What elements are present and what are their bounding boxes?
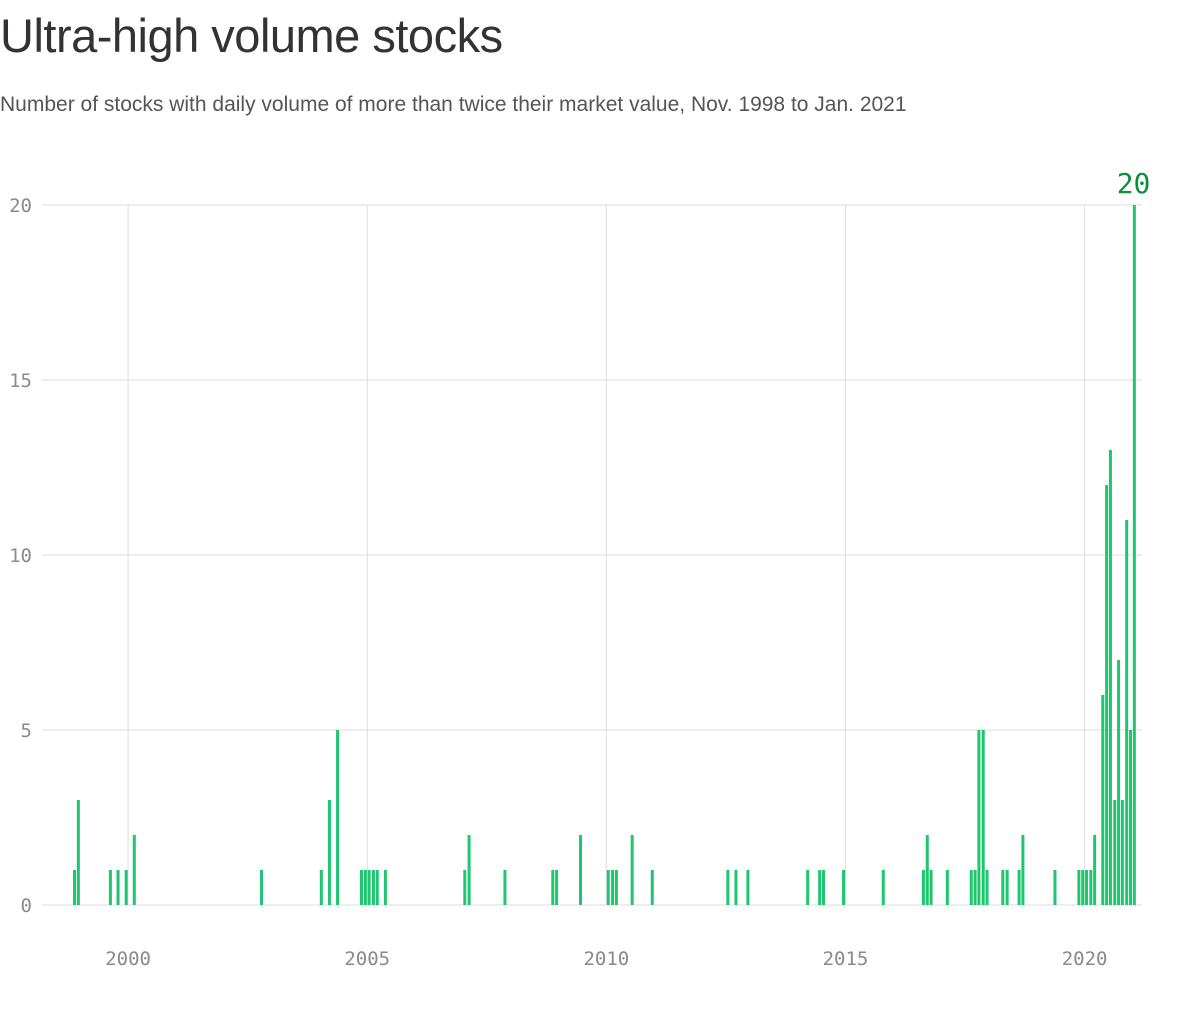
bar [981, 730, 985, 905]
bar [929, 870, 933, 905]
bar [650, 870, 654, 905]
bar [611, 870, 615, 905]
bar [124, 870, 128, 905]
bar [973, 870, 977, 905]
bar [367, 870, 371, 905]
x-tick-label: 2010 [583, 948, 629, 970]
bar [116, 870, 120, 905]
x-tick-label: 2015 [823, 948, 869, 970]
x-tick-label: 2005 [344, 948, 390, 970]
bar [1081, 870, 1085, 905]
bar-series [73, 205, 1136, 905]
bar [375, 870, 379, 905]
bar [1105, 485, 1109, 905]
x-tick-label: 2000 [105, 948, 151, 970]
bar [606, 870, 610, 905]
bar [327, 800, 331, 905]
bar [1108, 450, 1112, 905]
bar [842, 870, 846, 905]
bar [1129, 730, 1133, 905]
bar [1125, 520, 1129, 905]
bar [1120, 800, 1124, 905]
bar [806, 870, 810, 905]
bar [467, 835, 471, 905]
bar [73, 870, 77, 905]
bar [985, 870, 989, 905]
bar [1001, 870, 1005, 905]
bar [746, 870, 750, 905]
bar [1017, 870, 1021, 905]
bar [969, 870, 973, 905]
bar [371, 870, 375, 905]
bar [336, 730, 340, 905]
bar [579, 835, 583, 905]
gridlines [42, 204, 1142, 906]
bar [818, 870, 822, 905]
annotations: 20 [1117, 167, 1151, 200]
axis-labels: 0 5 10 15 20 2000 2005 2010 2015 2020 [9, 195, 1107, 970]
bar [319, 870, 323, 905]
bar [1021, 835, 1025, 905]
y-tick-label: 10 [9, 545, 32, 567]
y-tick-label: 0 [21, 895, 32, 917]
bar [383, 870, 387, 905]
bar [1077, 870, 1081, 905]
bar [359, 870, 363, 905]
bar [630, 835, 634, 905]
bar [108, 870, 112, 905]
bar [132, 835, 136, 905]
bar [614, 870, 618, 905]
bar [1113, 800, 1117, 905]
bar [1005, 870, 1009, 905]
bar [726, 870, 730, 905]
bar [1101, 695, 1105, 905]
chart-title: Ultra-high volume stocks [0, 9, 503, 62]
bar [1085, 870, 1089, 905]
bar [821, 870, 825, 905]
y-tick-label: 20 [9, 195, 32, 217]
bar [76, 800, 80, 905]
bar [555, 870, 559, 905]
bar [921, 870, 925, 905]
bar [1132, 205, 1136, 905]
bar [977, 730, 981, 905]
y-tick-label: 15 [9, 370, 32, 392]
bar [503, 870, 507, 905]
bar [1089, 870, 1093, 905]
bar [881, 870, 885, 905]
bar [363, 870, 367, 905]
bar [463, 870, 467, 905]
bar [945, 870, 949, 905]
bar [1093, 835, 1097, 905]
y-tick-label: 5 [21, 720, 32, 742]
bar [1053, 870, 1057, 905]
bar [734, 870, 738, 905]
x-tick-label: 2020 [1062, 948, 1108, 970]
bar [551, 870, 555, 905]
bar [925, 835, 929, 905]
max-value-label: 20 [1117, 167, 1151, 200]
chart-subtitle: Number of stocks with daily volume of mo… [0, 93, 907, 116]
bar [260, 870, 264, 905]
bar [1117, 660, 1121, 905]
